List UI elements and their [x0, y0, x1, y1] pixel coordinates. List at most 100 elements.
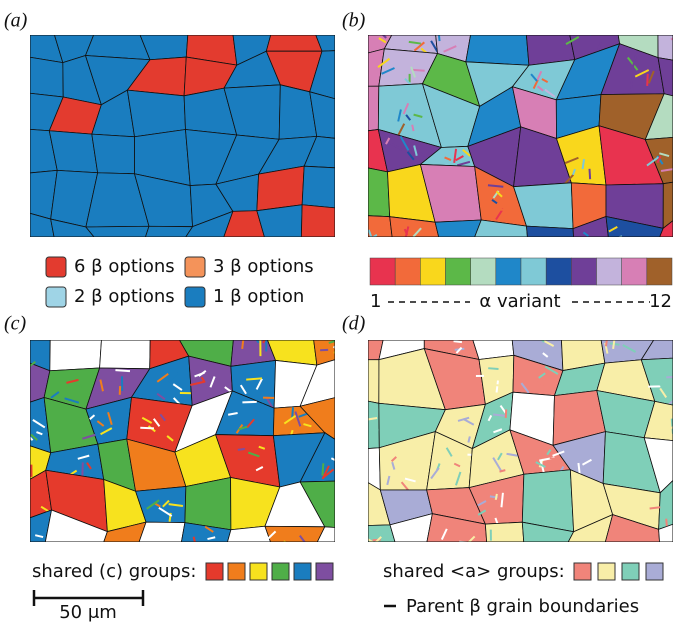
colorbar-end: 12: [649, 291, 672, 312]
lath: [413, 70, 425, 71]
lath: [245, 328, 255, 329]
lath: [647, 74, 648, 86]
grain: [435, 220, 481, 264]
lath: [11, 503, 20, 512]
colorbar-cell: [521, 258, 546, 285]
lath: [355, 537, 365, 541]
grain: [334, 86, 379, 134]
lath: [21, 419, 25, 428]
lath: [468, 436, 469, 442]
grain: [85, 16, 149, 60]
grain: [127, 90, 185, 137]
colorbar-cell: [420, 258, 445, 285]
grain: [266, 9, 322, 52]
grain: [265, 526, 325, 552]
lath: [578, 241, 591, 248]
lath: [443, 324, 451, 336]
grain: [384, 7, 437, 53]
colorbar-cell: [647, 258, 672, 285]
lath: [589, 26, 594, 35]
colorbar-cell: [546, 258, 571, 285]
lath: [583, 250, 586, 256]
lath: [493, 414, 505, 415]
colorbar-cell: [622, 258, 647, 285]
page: (a) (b) (c) (d) 6 β options 3 β options …: [0, 0, 675, 622]
lath: [514, 551, 528, 555]
legend-swatch: [646, 563, 663, 580]
lath: [359, 421, 363, 433]
lath: [490, 546, 494, 551]
lath: [279, 541, 285, 554]
grain: [0, 398, 51, 453]
lath: [627, 332, 639, 340]
grain: [485, 522, 525, 565]
grain: [100, 309, 151, 369]
lath: [446, 326, 456, 334]
lath: [489, 384, 501, 385]
lath: [9, 462, 11, 471]
lath: [650, 507, 661, 508]
lath: [196, 544, 200, 553]
lath: [501, 210, 509, 211]
lath: [578, 17, 582, 30]
lath: [355, 160, 362, 166]
legend-swatch: [294, 563, 311, 580]
lath: [340, 447, 343, 459]
grain: [560, 311, 605, 370]
lath: [439, 24, 450, 31]
lath: [448, 327, 461, 332]
lath: [293, 553, 307, 556]
colorbar-start: 1: [370, 291, 381, 312]
grain: [525, 15, 575, 65]
lath: [61, 385, 73, 386]
scale-label: 50 μm: [59, 602, 117, 622]
lath: [491, 551, 494, 559]
lath: [350, 41, 361, 45]
grain: [185, 477, 231, 529]
lath: [636, 241, 651, 243]
grain: [466, 7, 529, 66]
lath: [430, 28, 436, 29]
lath: [15, 383, 18, 392]
lath: [15, 559, 26, 562]
lath: [82, 462, 83, 477]
grain: [334, 448, 380, 490]
grain: [50, 316, 103, 370]
grain: [335, 360, 379, 404]
grain: [641, 313, 675, 360]
lath: [353, 44, 360, 47]
lath: [12, 550, 24, 557]
lath: [610, 239, 622, 243]
lath: [23, 496, 30, 497]
lath: [459, 548, 464, 562]
lath: [581, 17, 591, 24]
lath: [5, 532, 13, 545]
lath: [12, 381, 20, 389]
lath: [140, 428, 154, 429]
legend-swatch: [46, 257, 66, 277]
lath: [518, 328, 525, 334]
lath: [242, 402, 256, 403]
lath: [13, 498, 25, 507]
lath: [354, 239, 366, 240]
grain: [257, 166, 304, 211]
lath: [17, 360, 25, 372]
legend-swatch: [316, 563, 333, 580]
legend-label: 2 β options: [74, 286, 175, 307]
lath: [246, 378, 262, 379]
lath: [497, 380, 498, 392]
lath: [347, 445, 360, 451]
lath: [348, 154, 359, 155]
lath: [358, 236, 359, 245]
colorbar-cell: [370, 258, 395, 285]
lath: [418, 251, 427, 259]
grain: [663, 178, 675, 228]
micrograph: [0, 309, 363, 573]
figure: (a) (b) (c) (d) 6 β options 3 β options …: [0, 0, 675, 622]
legend-swatch: [250, 563, 267, 580]
lath: [488, 368, 498, 369]
legend-swatch: [185, 287, 205, 307]
legend-title: shared (c) groups:: [32, 561, 196, 582]
lath: [346, 162, 351, 175]
lath: [24, 551, 31, 557]
